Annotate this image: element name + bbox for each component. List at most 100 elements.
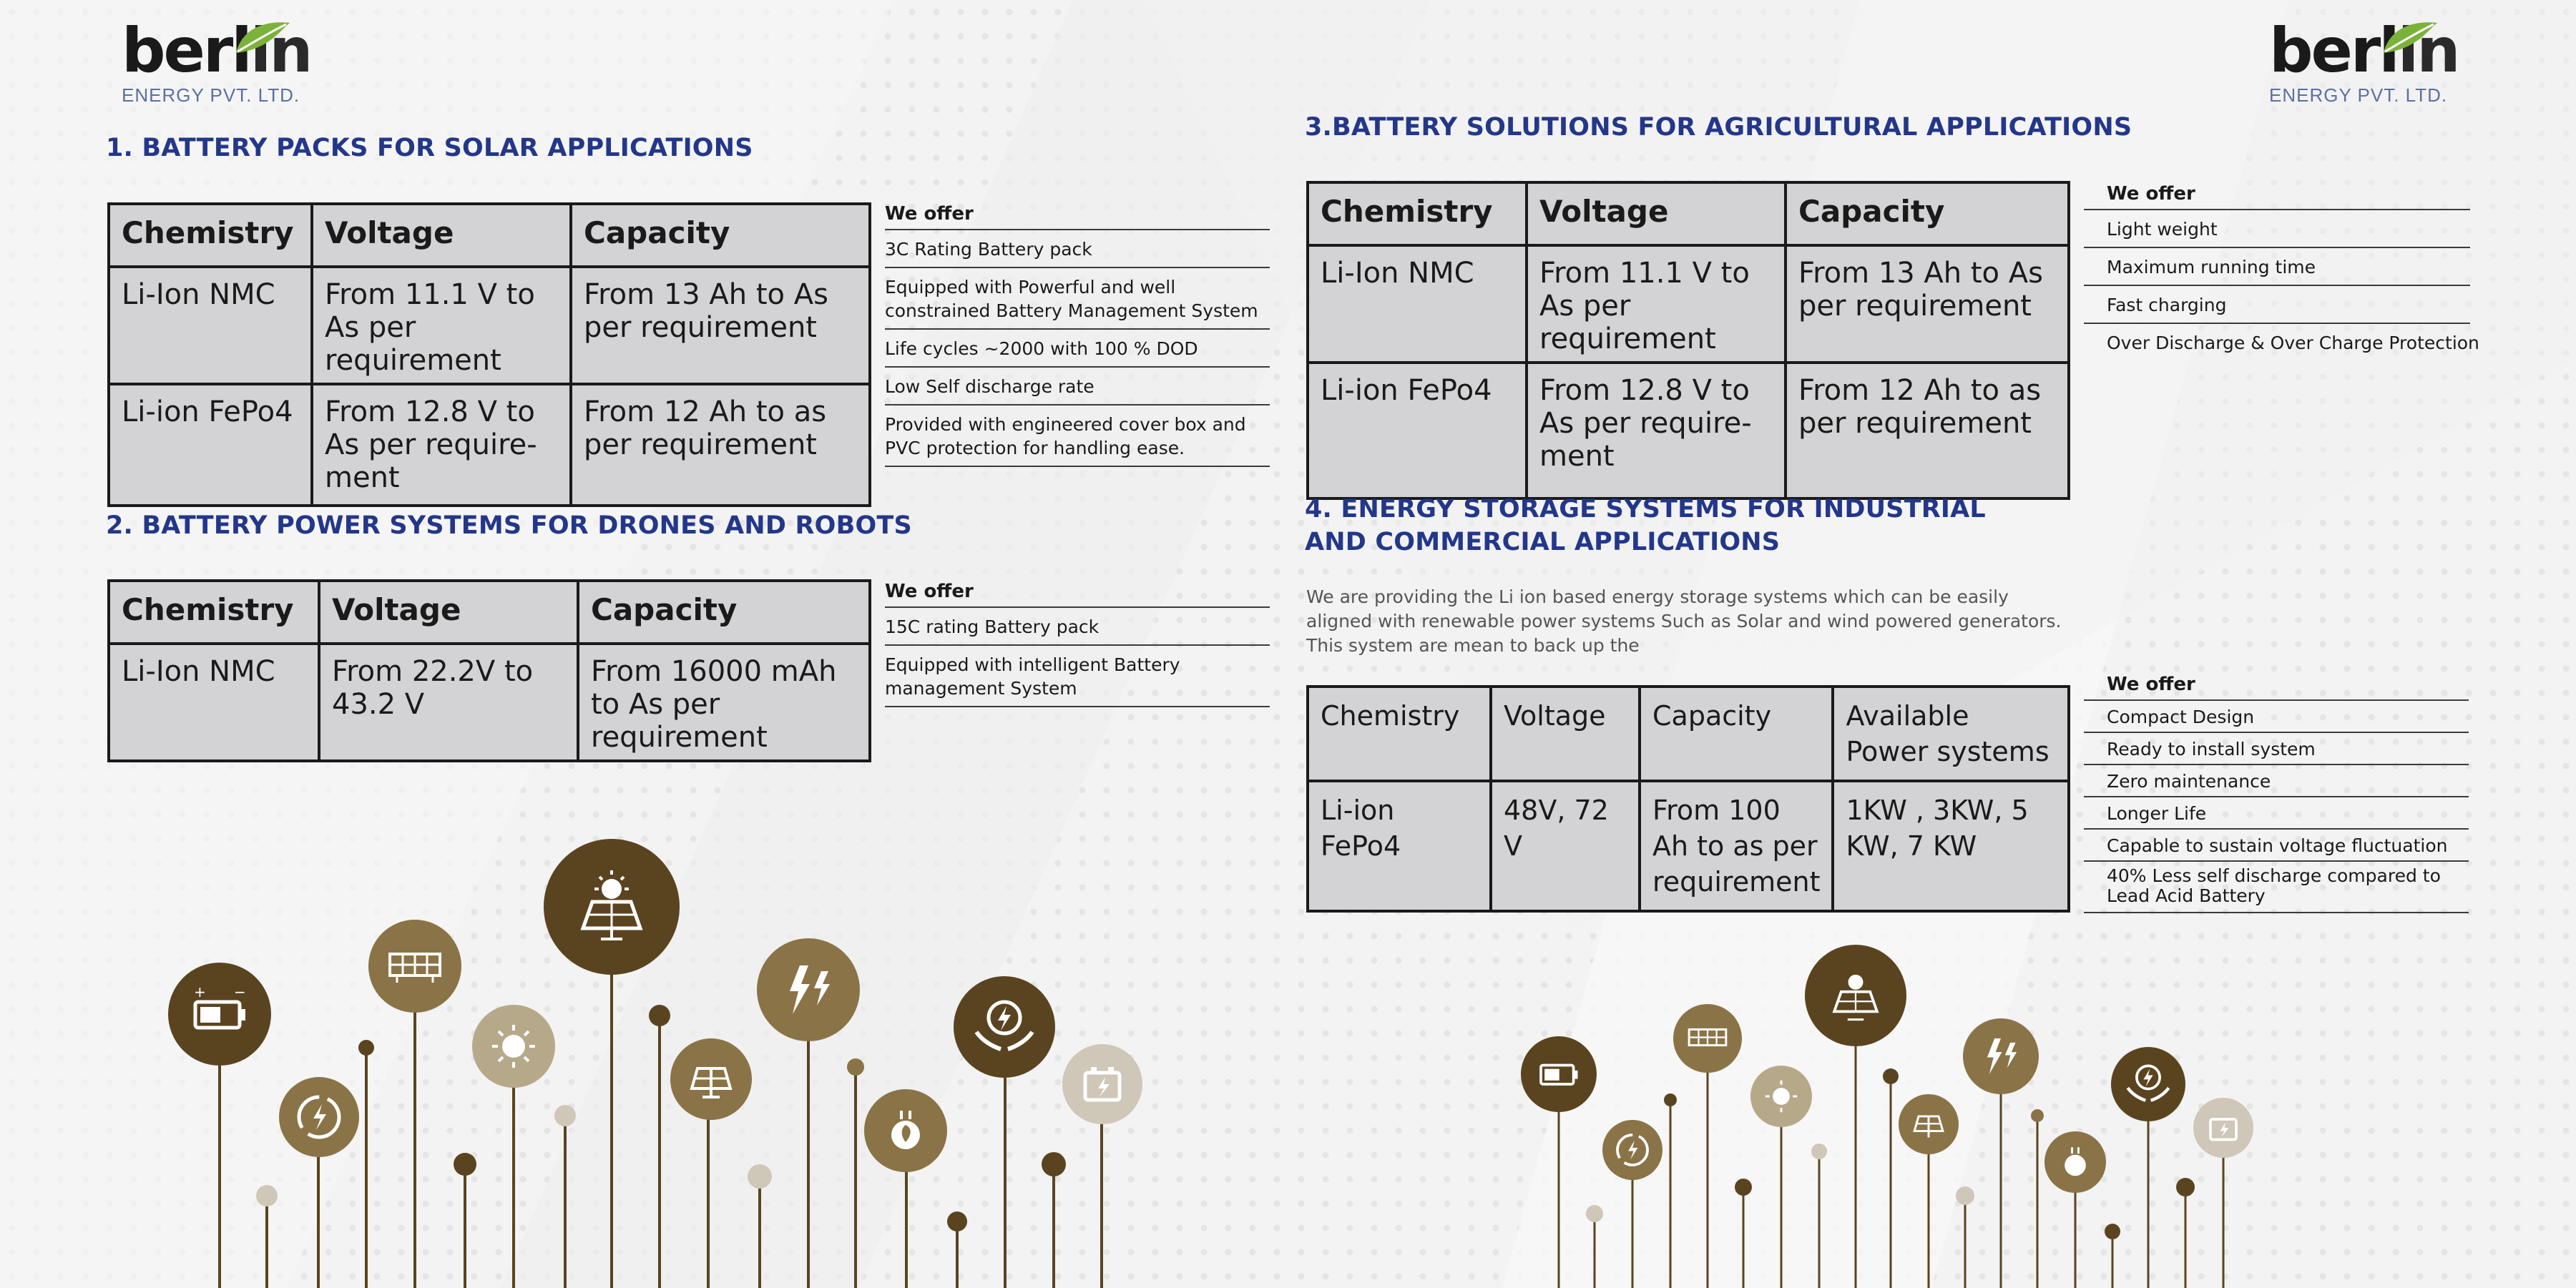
column-header: Voltage: [1489, 685, 1641, 782]
offer-item: Equipped with Powerful and well constrai…: [885, 268, 1270, 330]
solar-panel-sun-icon: [544, 839, 680, 975]
section4-heading-line1: 4. ENERGY STORAGE SYSTEMS FOR INDUSTRIAL: [1305, 495, 1986, 523]
table-cell: From 12 Ah to as per requirement: [1784, 361, 2070, 500]
offer-title: We offer: [885, 203, 1270, 230]
recycle-energy-icon: [1602, 1120, 1662, 1180]
offer-item: Maximum running time: [2084, 248, 2470, 286]
table-cell: Li-ion FePo4: [1306, 361, 1528, 500]
svg-text:+: +: [194, 983, 206, 1001]
section1-table: Chemistry Voltage Capacity Li-Ion NMC Fr…: [107, 202, 871, 507]
sun-icon: [1750, 1066, 1812, 1127]
energy-hands-icon: [2111, 1047, 2185, 1121]
solar-panel-icon: [368, 920, 461, 1013]
table-cell: Li-Ion NMC: [107, 265, 313, 385]
section4-heading: 4. ENERGY STORAGE SYSTEMS FOR INDUSTRIAL…: [1305, 493, 1986, 559]
leaf-icon: [2384, 22, 2437, 53]
section3-offer-list: We offer Light weight Maximum running ti…: [2084, 183, 2479, 360]
column-header: Chemistry: [1306, 685, 1492, 782]
table-cell: Li-Ion NMC: [107, 642, 320, 762]
section2-table: Chemistry Voltage Capacity Li-Ion NMC Fr…: [107, 579, 871, 762]
offer-item: 3C Rating Battery pack: [885, 230, 1270, 268]
logo-tagline: ENERGY PVT. LTD.: [2269, 84, 2448, 106]
section3-table: Chemistry Voltage Capacity Li-Ion NMC Fr…: [1306, 181, 2070, 500]
table-cell: From 22.2V to 43.2 V: [318, 642, 579, 762]
offer-item: Equipped with intelligent Battery manage…: [885, 646, 1270, 707]
column-header: Capacity: [1637, 685, 1835, 782]
table-cell: From 12 Ah to as per requirement: [569, 383, 871, 507]
solar-panel-icon: [670, 1038, 752, 1120]
lightning-icon: [1963, 1018, 2039, 1094]
battery-icon: [1521, 1036, 1597, 1112]
column-header: Voltage: [318, 579, 579, 645]
column-header: Capacity: [1784, 181, 2070, 247]
section4-description: We are providing the Li ion based energy…: [1306, 586, 2062, 656]
logo-word-main: berl: [2269, 15, 2400, 87]
table-cell: From 13 Ah to As per requirement: [1784, 244, 2070, 364]
logo-word-main: berl: [122, 15, 253, 87]
section2-heading: 2. BATTERY POWER SYSTEMS FOR DRONES AND …: [106, 511, 912, 540]
table-row: Li-Ion NMC From 11.1 V to As per require…: [107, 265, 871, 385]
offer-item: 40% Less self discharge compared to Lead…: [2084, 862, 2469, 913]
offer-item: Compact Design: [2084, 701, 2469, 733]
battery-charge-icon: [1062, 1044, 1142, 1124]
table-cell: 48V, 72 V: [1489, 780, 1641, 913]
table-cell: Li-ion FePo4: [1306, 780, 1492, 913]
offer-item: 15C rating Battery pack: [885, 608, 1270, 646]
table-row: Li-Ion NMC From 11.1 V to As per require…: [1306, 244, 2070, 364]
table-header-row: Chemistry Voltage Capacity: [1306, 181, 2070, 247]
leaf-icon: [236, 22, 290, 53]
section3-heading: 3.BATTERY SOLUTIONS FOR AGRICULTURAL APP…: [1305, 113, 2132, 142]
svg-text:−: −: [234, 983, 246, 1001]
offer-item: Longer Life: [2084, 797, 2469, 830]
battery-charge-icon: [2193, 1098, 2253, 1158]
offer-item: Ready to install system: [2084, 733, 2469, 765]
battery-icon: + −: [168, 963, 271, 1066]
offer-title: We offer: [2084, 674, 2469, 701]
eco-plug-icon: [864, 1089, 947, 1172]
table-cell: Li-Ion NMC: [1306, 244, 1528, 364]
offer-item: Fast charging: [2084, 286, 2470, 324]
offer-item: Low Self discharge rate: [885, 368, 1270, 405]
column-header: Chemistry: [1306, 181, 1528, 247]
column-header: Capacity: [577, 579, 871, 645]
solar-panel-sun-icon: [1805, 945, 1906, 1046]
solar-panel-icon: [1899, 1094, 1959, 1154]
table-cell: From 12.8 V to As per require-ment: [1525, 361, 1787, 500]
table-header-row: Chemistry Voltage Capacity Available Pow…: [1306, 685, 2070, 782]
table-header-row: Chemistry Voltage Capacity: [107, 202, 871, 268]
solar-panel-icon: [1673, 1004, 1742, 1073]
column-header: Voltage: [310, 202, 572, 268]
table-row: Li-Ion NMC From 22.2V to 43.2 V From 160…: [107, 642, 871, 762]
offer-item: Capable to sustain voltage fluctuation: [2084, 830, 2469, 862]
section2-offer-list: We offer 15C rating Battery pack Equippe…: [885, 581, 1270, 707]
lightning-icon: [757, 938, 860, 1041]
recycle-energy-icon: [279, 1077, 359, 1157]
offer-item: Provided with engineered cover box and P…: [885, 405, 1270, 467]
offer-title: We offer: [885, 581, 1270, 608]
table-cell: Li-ion FePo4: [107, 383, 313, 507]
table-row: Li-ion FePo4 48V, 72 V From 100 Ah to as…: [1306, 780, 2070, 913]
column-header: Capacity: [569, 202, 871, 268]
section4-heading-line2: AND COMMERCIAL APPLICATIONS: [1305, 528, 1781, 556]
column-header: Available Power systems: [1831, 685, 2070, 782]
energy-hands-icon: [954, 976, 1055, 1078]
table-cell: From 16000 mAh to As per requirement: [577, 642, 871, 762]
column-header: Voltage: [1525, 181, 1787, 247]
table-cell: From 12.8 V to As per require-ment: [310, 383, 572, 507]
column-header: Chemistry: [107, 579, 320, 645]
table-row: Li-ion FePo4 From 12.8 V to As per requi…: [1306, 361, 2070, 500]
section4-offer-list: We offer Compact Design Ready to install…: [2084, 674, 2469, 913]
offer-title: We offer: [2084, 183, 2470, 210]
section1-heading: 1. BATTERY PACKS FOR SOLAR APPLICATIONS: [106, 134, 753, 162]
table-cell: 1KW , 3KW, 5 KW, 7 KW: [1831, 780, 2070, 913]
section4-table: Chemistry Voltage Capacity Available Pow…: [1306, 685, 2070, 913]
offer-item: Zero maintenance: [2084, 765, 2469, 797]
eco-plug-icon: [2044, 1131, 2106, 1193]
offer-item: Over Discharge & Over Charge Protection: [2107, 333, 2479, 353]
table-cell: From 100 Ah to as per requirement: [1637, 780, 1835, 913]
logo-tagline: ENERGY PVT. LTD.: [122, 84, 300, 106]
offer-item: Life cycles ~2000 with 100 % DOD: [885, 330, 1270, 368]
brand-logo-right: berlin ENERGY PVT. LTD.: [2269, 20, 2460, 107]
table-cell: From 13 Ah to As per requirement: [569, 265, 871, 385]
